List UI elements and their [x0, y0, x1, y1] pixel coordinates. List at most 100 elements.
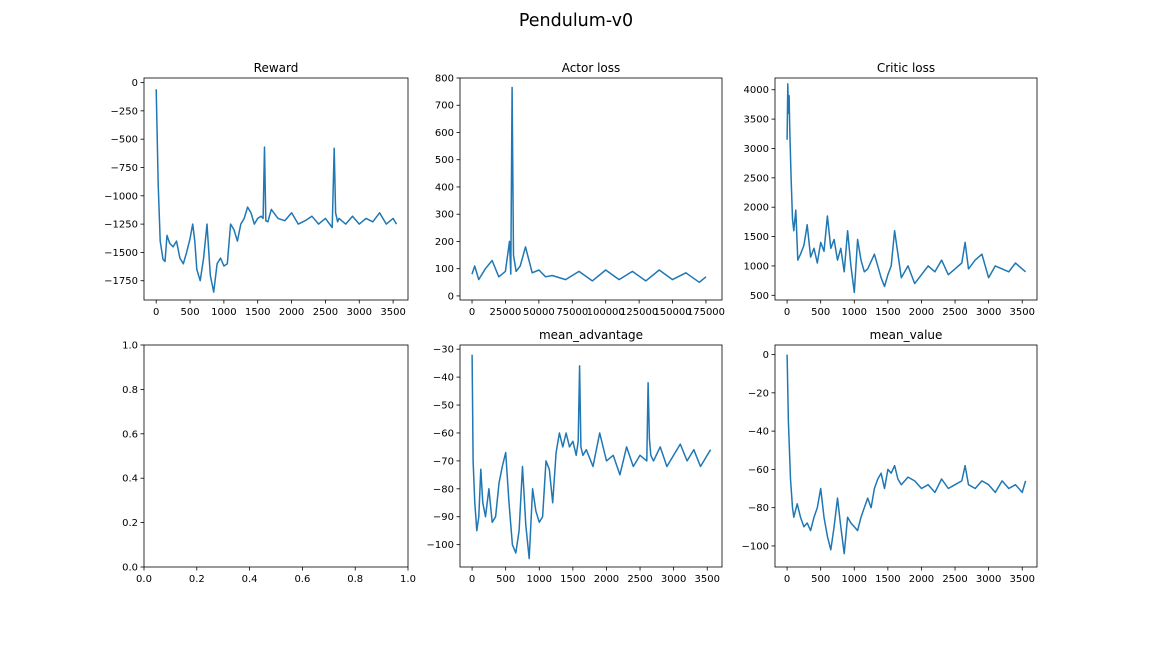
- subplot-title: Reward: [254, 61, 299, 75]
- y-tick-label: 0.8: [122, 385, 138, 396]
- x-tick-label: 50000: [523, 307, 555, 318]
- y-tick-label: −70: [433, 456, 454, 467]
- x-tick-label: 3500: [1009, 574, 1034, 585]
- x-tick-label: 2500: [627, 574, 652, 585]
- subplot-title: Actor loss: [562, 61, 621, 75]
- y-tick-label: 300: [435, 210, 454, 221]
- axes-frame: [774, 344, 1038, 568]
- x-tick-label: 0: [153, 307, 159, 318]
- x-tick-label: 0: [784, 307, 790, 318]
- y-tick-label: −500: [111, 135, 138, 146]
- y-tick-label: −50: [433, 401, 454, 412]
- x-tick-label: 0: [469, 307, 475, 318]
- x-tick-label: 125000: [620, 307, 658, 318]
- x-tick-label: 150000: [653, 307, 691, 318]
- y-tick-label: 3000: [744, 144, 769, 155]
- x-tick-label: 1000: [842, 307, 867, 318]
- y-tick-label: −100: [427, 540, 454, 551]
- y-tick-label: 2000: [744, 203, 769, 214]
- y-tick-label: −60: [748, 465, 769, 476]
- y-tick-label: 700: [435, 101, 454, 112]
- y-tick-label: −30: [433, 345, 454, 356]
- series-line: [786, 354, 1027, 555]
- y-tick-label: 2500: [744, 173, 769, 184]
- subplot-title: Critic loss: [877, 61, 935, 75]
- y-tick-label: 0.0: [122, 563, 138, 574]
- subplot-mean-advantage: mean_advantage 0 500 1000 1500 2000 2500 3000 35…: [427, 328, 723, 585]
- subplot-actor-loss: Actor loss 0 25000 50000 7500010000012500015…: [435, 61, 725, 318]
- x-tick-label: 500: [811, 574, 830, 585]
- x-tick-label: 100000: [587, 307, 625, 318]
- x-tick-label: 2000: [909, 574, 934, 585]
- y-tick-label: −80: [748, 503, 769, 514]
- x-tick-label: 500: [496, 574, 515, 585]
- subplot-title: mean_value: [870, 328, 943, 342]
- x-tick-label: 3000: [347, 307, 372, 318]
- y-tick-label: −90: [433, 512, 454, 523]
- x-tick-label: 175000: [687, 307, 725, 318]
- series-line: [786, 83, 1027, 294]
- x-tick-label: 0.8: [347, 574, 363, 585]
- y-tick-label: −40: [748, 427, 769, 438]
- x-tick-label: 1000: [211, 307, 236, 318]
- y-tick-label: 0: [448, 291, 454, 302]
- axes-frame: [143, 344, 409, 568]
- subplot-mean-value: mean_value 0 500 1000 1500 2000 2500 3000 3500 0 −…: [742, 328, 1038, 585]
- x-tick-label: 1500: [245, 307, 270, 318]
- x-tick-label: 1500: [875, 574, 900, 585]
- subplot-critic-loss: Critic loss 0 500 1000 1500 2000 2500 3000 3500 5…: [744, 61, 1038, 318]
- axes-frame: [143, 77, 409, 301]
- x-tick-label: 1500: [875, 307, 900, 318]
- axes-frame: [459, 77, 723, 301]
- x-tick-label: 2500: [942, 574, 967, 585]
- x-tick-label: 0.2: [189, 574, 205, 585]
- y-tick-label: −250: [111, 106, 138, 117]
- y-tick-label: −1000: [104, 191, 138, 202]
- y-tick-label: 200: [435, 237, 454, 248]
- y-tick-label: −60: [433, 428, 454, 439]
- y-tick-label: 0.2: [122, 518, 138, 529]
- x-tick-label: 0.6: [294, 574, 310, 585]
- figure-suptitle: Pendulum-v0: [519, 11, 633, 31]
- y-tick-label: −750: [111, 163, 138, 174]
- x-tick-label: 1.0: [400, 574, 416, 585]
- x-tick-label: 3500: [1009, 307, 1034, 318]
- y-tick-label: 500: [435, 155, 454, 166]
- y-tick-label: −80: [433, 484, 454, 495]
- x-tick-label: 1000: [527, 574, 552, 585]
- series-line: [471, 354, 712, 560]
- x-tick-label: 0: [784, 574, 790, 585]
- subplot-title: mean_advantage: [539, 328, 643, 342]
- y-tick-label: −1750: [104, 276, 138, 287]
- x-tick-label: 25000: [490, 307, 522, 318]
- y-tick-label: −40: [433, 373, 454, 384]
- x-tick-label: 2000: [909, 307, 934, 318]
- x-tick-label: 3500: [694, 574, 719, 585]
- x-tick-label: 3000: [661, 574, 686, 585]
- y-tick-label: 600: [435, 128, 454, 139]
- x-tick-label: 2500: [313, 307, 338, 318]
- x-tick-label: 2500: [942, 307, 967, 318]
- x-tick-label: 0.4: [242, 574, 258, 585]
- y-tick-label: −20: [748, 388, 769, 399]
- subplot-empty-axes: 0.0 0.2 0.4 0.6 0.8 1.0 0.0 0.2 0.4 0.6 0.8 1.0: [122, 341, 416, 586]
- x-tick-label: 0.0: [136, 574, 152, 585]
- y-tick-label: −100: [742, 541, 769, 552]
- y-tick-label: −1500: [104, 248, 138, 259]
- y-tick-label: 3500: [744, 115, 769, 126]
- axes-frame: [459, 344, 723, 568]
- x-tick-label: 2000: [594, 574, 619, 585]
- y-tick-label: 800: [435, 74, 454, 85]
- x-tick-label: 3500: [380, 307, 405, 318]
- x-tick-label: 3000: [976, 574, 1001, 585]
- y-tick-label: 4000: [744, 85, 769, 96]
- subplot-reward: Reward 0 500 1000 1500 2000 2500 3000 3500 0 −250 −…: [104, 61, 409, 318]
- x-tick-label: 1500: [560, 574, 585, 585]
- y-tick-label: 400: [435, 182, 454, 193]
- y-tick-label: 1000: [744, 261, 769, 272]
- y-tick-label: 0.6: [122, 429, 138, 440]
- y-tick-label: −1250: [104, 220, 138, 231]
- series-line: [471, 86, 707, 284]
